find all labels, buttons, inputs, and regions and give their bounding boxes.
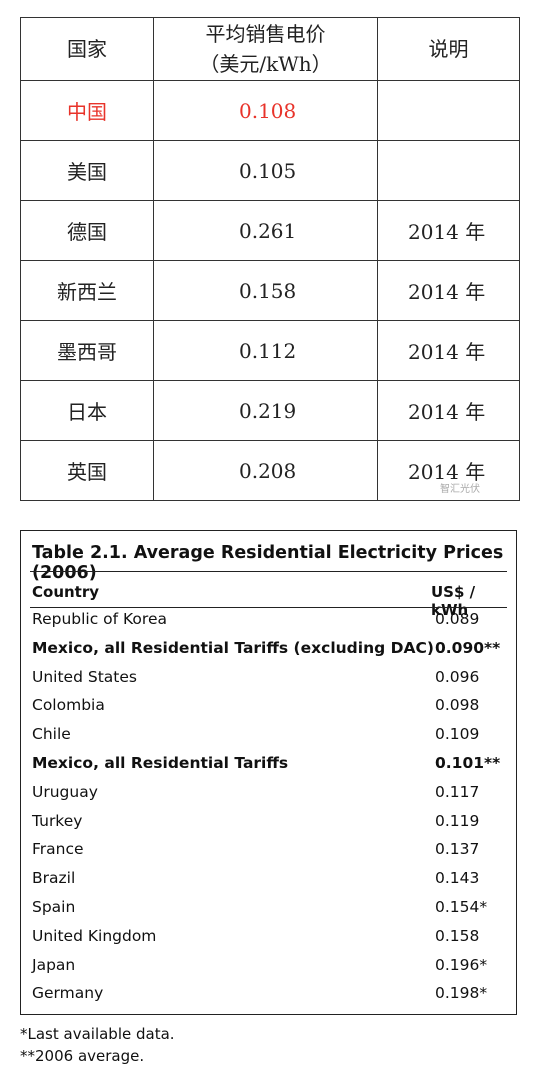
cell: 2014 年	[377, 200, 520, 261]
cell: 0.105	[153, 140, 378, 201]
footnote: *Last available data.	[20, 1025, 175, 1043]
country: Republic of Korea	[32, 610, 167, 628]
price: 0.158	[435, 926, 480, 945]
price: 0.154*	[435, 898, 488, 916]
price: 0.143	[435, 869, 480, 888]
price: 0.119	[435, 811, 480, 830]
price: 0.098	[435, 696, 480, 715]
table-title: Table 2.1. Average Residential Electrici…	[32, 543, 504, 583]
price-table-en: Table 2.1. Average Residential Electrici…	[20, 530, 517, 1015]
country: Chile	[32, 725, 71, 744]
header-text: 说明	[428, 37, 469, 61]
cell: 2014 年	[377, 260, 520, 321]
row: 日本 0.219 2014 年	[20, 380, 520, 441]
price: 0.117	[435, 782, 480, 801]
cell: 0.108	[153, 80, 378, 141]
cell: 美国	[20, 140, 154, 201]
price-table-cn: 国家 平均销售电价 （美元/kWh） 说明 中国 0.108 美国 0.105 德国 0.2…	[20, 17, 520, 501]
country: Colombia	[32, 696, 105, 715]
header-cell: 说明	[377, 17, 520, 81]
rule	[30, 607, 507, 608]
cell: 0.261	[153, 200, 378, 261]
row: 英国 0.208 2014 年	[20, 440, 520, 501]
country: Brazil	[32, 869, 76, 888]
footnote: **2006 average.	[20, 1047, 145, 1065]
cell: 日本	[20, 380, 154, 441]
country: Uruguay	[32, 782, 98, 801]
row: 美国 0.105	[20, 140, 520, 201]
header-row: 国家 平均销售电价 （美元/kWh） 说明	[20, 17, 520, 81]
price: 0.101**	[435, 754, 501, 772]
country: France	[32, 840, 84, 859]
country: Spain	[32, 898, 76, 916]
country: Germany	[32, 984, 104, 1003]
row: 墨西哥 0.112 2014 年	[20, 320, 520, 381]
column-header: US$ / kWh	[431, 583, 476, 619]
cell	[377, 80, 520, 141]
rule	[30, 571, 507, 572]
price: 0.096	[435, 667, 480, 686]
row: 德国 0.261 2014 年	[20, 200, 520, 261]
cell: 中国	[20, 80, 154, 141]
country: Mexico, all Residential Tariffs (excludi…	[32, 638, 434, 657]
header-cell: 国家	[20, 17, 154, 81]
row: 新西兰 0.158 2014 年	[20, 260, 520, 321]
price: 0.109	[435, 725, 480, 744]
cell	[377, 140, 520, 201]
cell: 2014 年	[377, 440, 520, 501]
cell: 2014 年	[377, 320, 520, 381]
cell: 0.208	[153, 440, 378, 501]
cell: 0.158	[153, 260, 378, 321]
price: 0.137	[435, 840, 480, 859]
country: Japan	[32, 955, 76, 974]
header-text: （美元/kWh）	[199, 52, 332, 76]
row: 中国 0.108	[20, 80, 520, 141]
cell: 0.219	[153, 380, 378, 441]
header-text: 平均销售电价	[205, 22, 326, 46]
price: 0.198*	[435, 984, 488, 1003]
price: 0.089	[435, 610, 480, 628]
country: United Kingdom	[32, 926, 157, 945]
cell: 墨西哥	[20, 320, 154, 381]
cell: 英国	[20, 440, 154, 501]
header-text: 国家	[67, 37, 107, 61]
country: United States	[32, 667, 137, 686]
cell: 德国	[20, 200, 154, 261]
column-header: Country	[32, 583, 100, 601]
price: 0.196*	[435, 955, 488, 974]
country: Turkey	[32, 811, 83, 830]
cell: 2014 年	[377, 380, 520, 441]
watermark: 智汇光伏	[440, 484, 480, 495]
price: 0.090**	[435, 638, 501, 657]
country: Mexico, all Residential Tariffs	[32, 754, 289, 772]
cell: 新西兰	[20, 260, 154, 321]
header-cell: 平均销售电价 （美元/kWh）	[153, 17, 378, 81]
cell: 0.112	[153, 320, 378, 381]
